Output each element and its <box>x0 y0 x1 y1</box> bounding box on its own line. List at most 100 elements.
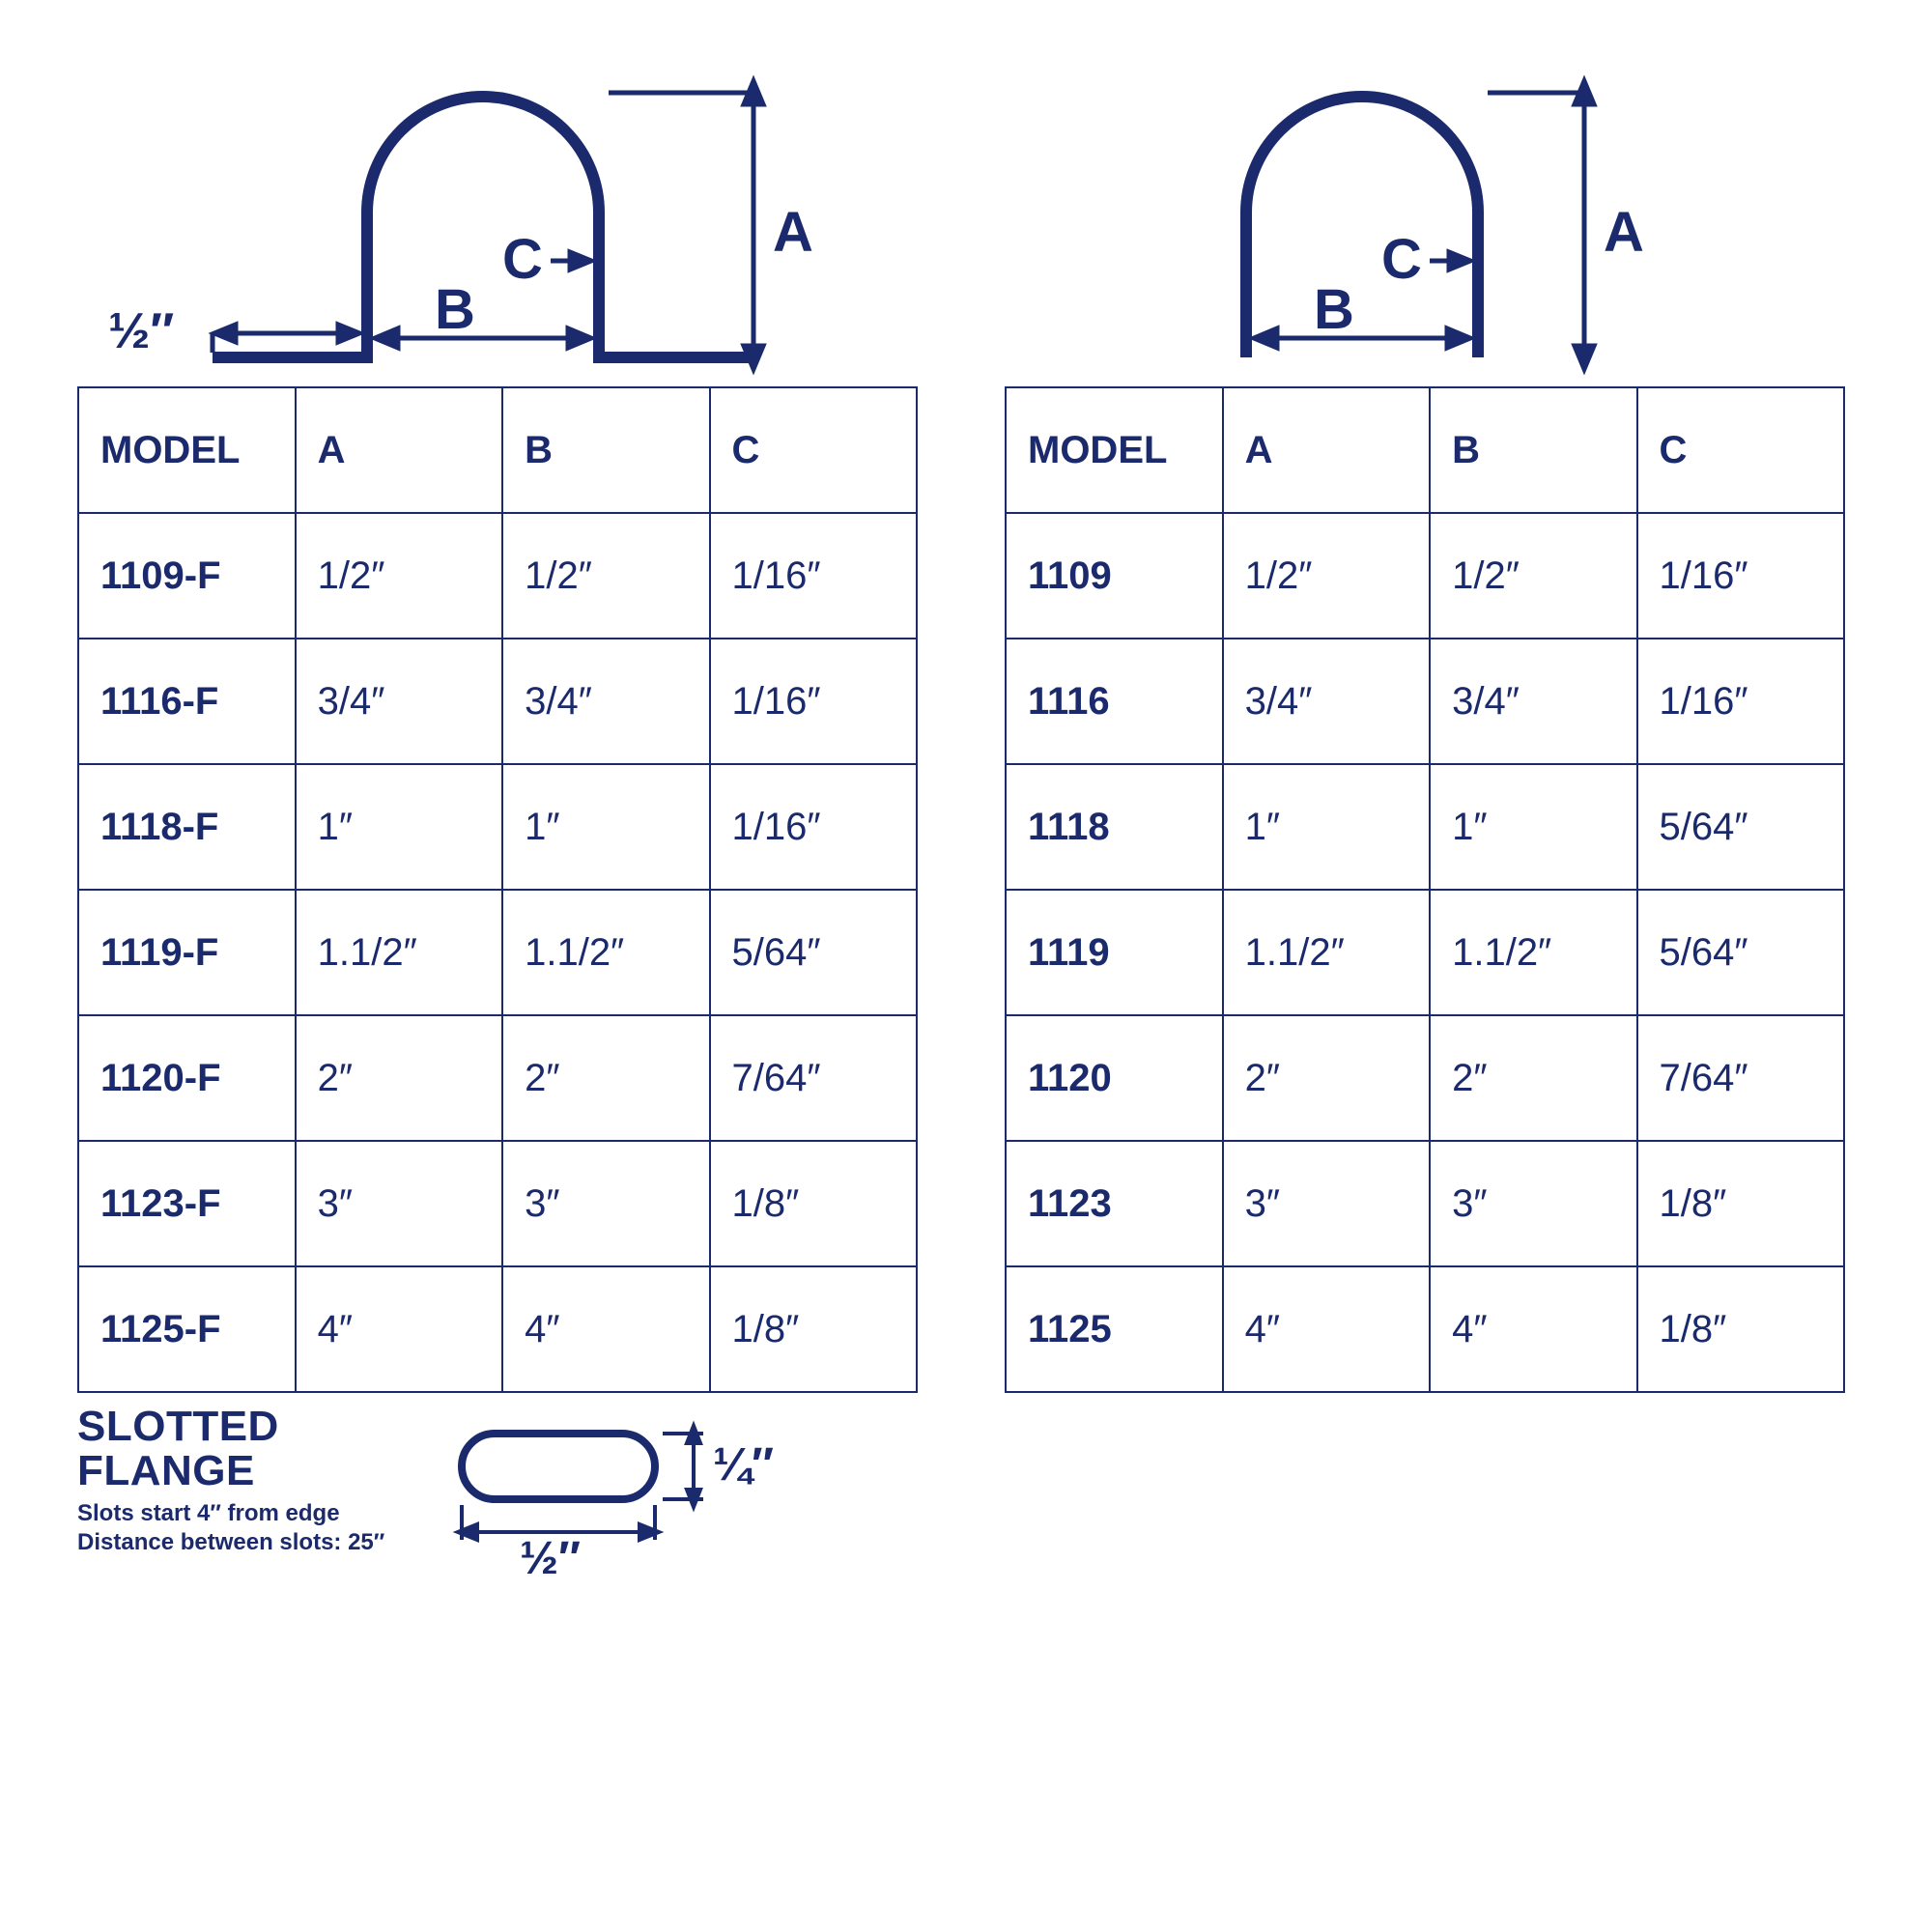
cell-model: 1116 <box>1006 639 1223 764</box>
slot-height-dim <box>663 1426 703 1507</box>
cell-dim: 3/4″ <box>1223 639 1430 764</box>
right-panel: B C A MODEL <box>1005 58 1845 1393</box>
cell-model: 1123-F <box>78 1141 296 1266</box>
label-A-right: A <box>1604 201 1644 264</box>
dim-B-right <box>1254 328 1470 348</box>
cell-model: 1118 <box>1006 764 1223 890</box>
cell-dim: 1/2″ <box>296 513 502 639</box>
slot-height-label: ¼″ <box>713 1439 774 1491</box>
col-B: B <box>502 387 709 513</box>
cell-dim: 4″ <box>1223 1266 1430 1392</box>
cell-dim: 1/16″ <box>1637 513 1844 639</box>
cell-dim: 1″ <box>1430 764 1636 890</box>
dim-C-right <box>1430 252 1470 270</box>
cell-dim: 2″ <box>1223 1015 1430 1141</box>
slot-width-label: ½″ <box>520 1533 581 1578</box>
dim-flange <box>213 325 359 353</box>
page: B C A <box>0 0 1932 1617</box>
cell-dim: 3″ <box>1223 1141 1430 1266</box>
cell-model: 1109 <box>1006 513 1223 639</box>
slotted-flange-text: SLOTTED FLANGE Slots start 4″ from edge … <box>77 1405 384 1557</box>
cell-dim: 1/8″ <box>1637 1266 1844 1392</box>
slotted-flange-footer: SLOTTED FLANGE Slots start 4″ from edge … <box>77 1405 918 1578</box>
plain-profile-svg: B C A <box>1005 68 1845 386</box>
cell-dim: 2″ <box>502 1015 709 1141</box>
slotted-title-2: FLANGE <box>77 1449 384 1493</box>
table-row: 11163/4″3/4″1/16″ <box>1006 639 1844 764</box>
cell-dim: 1/8″ <box>710 1266 917 1392</box>
cell-model: 1116-F <box>78 639 296 764</box>
col-model: MODEL <box>1006 387 1223 513</box>
dim-B <box>375 328 591 348</box>
cell-dim: 1″ <box>502 764 709 890</box>
col-C: C <box>1637 387 1844 513</box>
cell-dim: 1″ <box>1223 764 1430 890</box>
flanged-spec-table: MODEL A B C 1109-F1/2″1/2″1/16″1116-F3/4… <box>77 386 918 1393</box>
plain-u-profile <box>1246 97 1478 357</box>
cell-dim: 1/16″ <box>1637 639 1844 764</box>
table-header-row: MODEL A B C <box>78 387 917 513</box>
table-row: 11202″2″7/64″ <box>1006 1015 1844 1141</box>
cell-dim: 1.1/2″ <box>1430 890 1636 1015</box>
cell-dim: 2″ <box>296 1015 502 1141</box>
cell-dim: 1/2″ <box>1223 513 1430 639</box>
cell-dim: 1/2″ <box>502 513 709 639</box>
plain-spec-table: MODEL A B C 11091/2″1/2″1/16″11163/4″3/4… <box>1005 386 1845 1393</box>
cell-dim: 1/8″ <box>710 1141 917 1266</box>
table-row: 1119-F1.1/2″1.1/2″5/64″ <box>78 890 917 1015</box>
cell-dim: 1/2″ <box>1430 513 1636 639</box>
table-row: 1109-F1/2″1/2″1/16″ <box>78 513 917 639</box>
label-A: A <box>773 201 813 264</box>
table-body-right: 11091/2″1/2″1/16″11163/4″3/4″1/16″11181″… <box>1006 513 1844 1392</box>
table-header-row: MODEL A B C <box>1006 387 1844 513</box>
col-model: MODEL <box>78 387 296 513</box>
slot-shape <box>462 1434 655 1499</box>
cell-model: 1119 <box>1006 890 1223 1015</box>
cell-model: 1119-F <box>78 890 296 1015</box>
table-row: 1123-F3″3″1/8″ <box>78 1141 917 1266</box>
cell-dim: 7/64″ <box>710 1015 917 1141</box>
table-row: 11191.1/2″1.1/2″5/64″ <box>1006 890 1844 1015</box>
cell-model: 1120-F <box>78 1015 296 1141</box>
cell-dim: 3″ <box>1430 1141 1636 1266</box>
dim-A <box>609 81 763 369</box>
table-row: 1120-F2″2″7/64″ <box>78 1015 917 1141</box>
label-C-right: C <box>1381 228 1422 291</box>
table-row: 11091/2″1/2″1/16″ <box>1006 513 1844 639</box>
table-row: 1125-F4″4″1/8″ <box>78 1266 917 1392</box>
dim-C <box>551 252 591 270</box>
label-C: C <box>502 228 543 291</box>
cell-model: 1109-F <box>78 513 296 639</box>
col-A: A <box>296 387 502 513</box>
left-panel: B C A <box>77 58 918 1578</box>
cell-dim: 1.1/2″ <box>502 890 709 1015</box>
cell-dim: 1/16″ <box>710 513 917 639</box>
col-C: C <box>710 387 917 513</box>
cell-dim: 1/16″ <box>710 764 917 890</box>
slotted-sub-1: Slots start 4″ from edge <box>77 1499 384 1528</box>
cell-model: 1120 <box>1006 1015 1223 1141</box>
table-row: 1116-F3/4″3/4″1/16″ <box>78 639 917 764</box>
cell-dim: 1.1/2″ <box>1223 890 1430 1015</box>
cell-dim: 1″ <box>296 764 502 890</box>
cell-model: 1125-F <box>78 1266 296 1392</box>
cell-dim: 3/4″ <box>1430 639 1636 764</box>
cell-dim: 3″ <box>296 1141 502 1266</box>
table-row: 1118-F1″1″1/16″ <box>78 764 917 890</box>
cell-dim: 1.1/2″ <box>296 890 502 1015</box>
table-row: 11254″4″1/8″ <box>1006 1266 1844 1392</box>
cell-dim: 1/16″ <box>710 639 917 764</box>
cell-dim: 4″ <box>502 1266 709 1392</box>
col-B: B <box>1430 387 1636 513</box>
table-row: 11233″3″1/8″ <box>1006 1141 1844 1266</box>
cell-model: 1118-F <box>78 764 296 890</box>
cell-dim: 2″ <box>1430 1015 1636 1141</box>
cell-model: 1123 <box>1006 1141 1223 1266</box>
table-body-left: 1109-F1/2″1/2″1/16″1116-F3/4″3/4″1/16″11… <box>78 513 917 1392</box>
cell-dim: 1/8″ <box>1637 1141 1844 1266</box>
cell-dim: 5/64″ <box>1637 764 1844 890</box>
label-flange-half: ½″ <box>108 303 174 359</box>
cell-dim: 5/64″ <box>710 890 917 1015</box>
cell-dim: 4″ <box>296 1266 502 1392</box>
label-B-right: B <box>1314 278 1354 341</box>
